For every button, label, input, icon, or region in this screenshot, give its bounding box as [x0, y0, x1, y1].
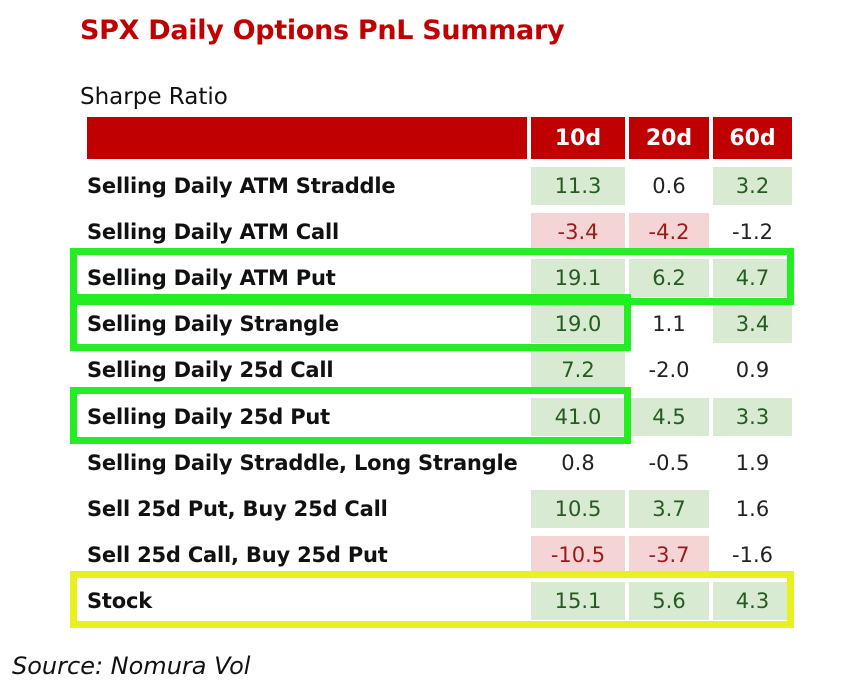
column-header-10d: 10d — [531, 117, 625, 159]
row-label: Selling Daily ATM Call — [87, 220, 339, 244]
row-label: Sell 25d Call, Buy 25d Put — [87, 543, 388, 567]
column-header-20d: 20d — [629, 117, 709, 159]
green-highlight-box — [70, 294, 631, 351]
cell-10d: -10.5 — [531, 536, 625, 574]
row-label: Selling Daily Straddle, Long Strangle — [87, 451, 518, 475]
cell-20d: -3.7 — [629, 536, 709, 574]
cell-10d: -3.4 — [531, 213, 625, 251]
cell-60d: -1.2 — [732, 220, 773, 244]
cell-60d: 4.3 — [713, 582, 792, 620]
cell-10d: 19.0 — [531, 305, 625, 343]
cell-20d: -4.2 — [629, 213, 709, 251]
cell-10d: 19.1 — [531, 259, 625, 297]
cell-10d: 10.5 — [531, 490, 625, 528]
row-label: Selling Daily ATM Straddle — [87, 174, 396, 198]
cell-20d: 3.7 — [629, 490, 709, 528]
cell-60d: 4.7 — [713, 259, 792, 297]
cell-60d: 0.9 — [735, 358, 770, 382]
cell-60d: -1.6 — [732, 543, 773, 567]
cell-60d: 3.4 — [713, 305, 792, 343]
column-header-60d: 60d — [713, 117, 792, 159]
row-label: Sell 25d Put, Buy 25d Call — [87, 497, 388, 521]
cell-60d: 1.6 — [735, 497, 770, 521]
cell-10d: 7.2 — [531, 351, 625, 389]
cell-60d: 1.9 — [735, 451, 770, 475]
cell-20d: 6.2 — [629, 259, 709, 297]
row-label: Selling Daily 25d Call — [87, 358, 334, 382]
cell-20d: 4.5 — [629, 398, 709, 436]
cell-60d: 3.3 — [713, 398, 792, 436]
source-note: Source: Nomura Vol — [12, 652, 251, 680]
cell-60d: 3.2 — [713, 167, 792, 205]
cell-20d: -2.0 — [648, 358, 690, 382]
green-highlight-box — [70, 248, 794, 305]
chart-title: SPX Daily Options PnL Summary — [80, 15, 565, 46]
cell-10d: 15.1 — [531, 582, 625, 620]
cell-10d: 41.0 — [531, 398, 625, 436]
cell-20d: -0.5 — [648, 451, 690, 475]
cell-20d: 1.1 — [652, 312, 686, 336]
green-highlight-box — [70, 387, 631, 444]
row-label: Stock — [87, 589, 153, 613]
header-label-bar — [87, 117, 527, 159]
cell-10d: 0.8 — [561, 451, 595, 475]
cell-10d: 11.3 — [531, 167, 625, 205]
row-label: Selling Daily ATM Put — [87, 266, 336, 290]
yellow-highlight-box — [70, 571, 794, 628]
row-label: Selling Daily Strangle — [87, 312, 339, 336]
row-label: Selling Daily 25d Put — [87, 405, 331, 429]
cell-20d: 5.6 — [629, 582, 709, 620]
table-subtitle: Sharpe Ratio — [80, 84, 228, 110]
cell-20d: 0.6 — [652, 174, 686, 198]
